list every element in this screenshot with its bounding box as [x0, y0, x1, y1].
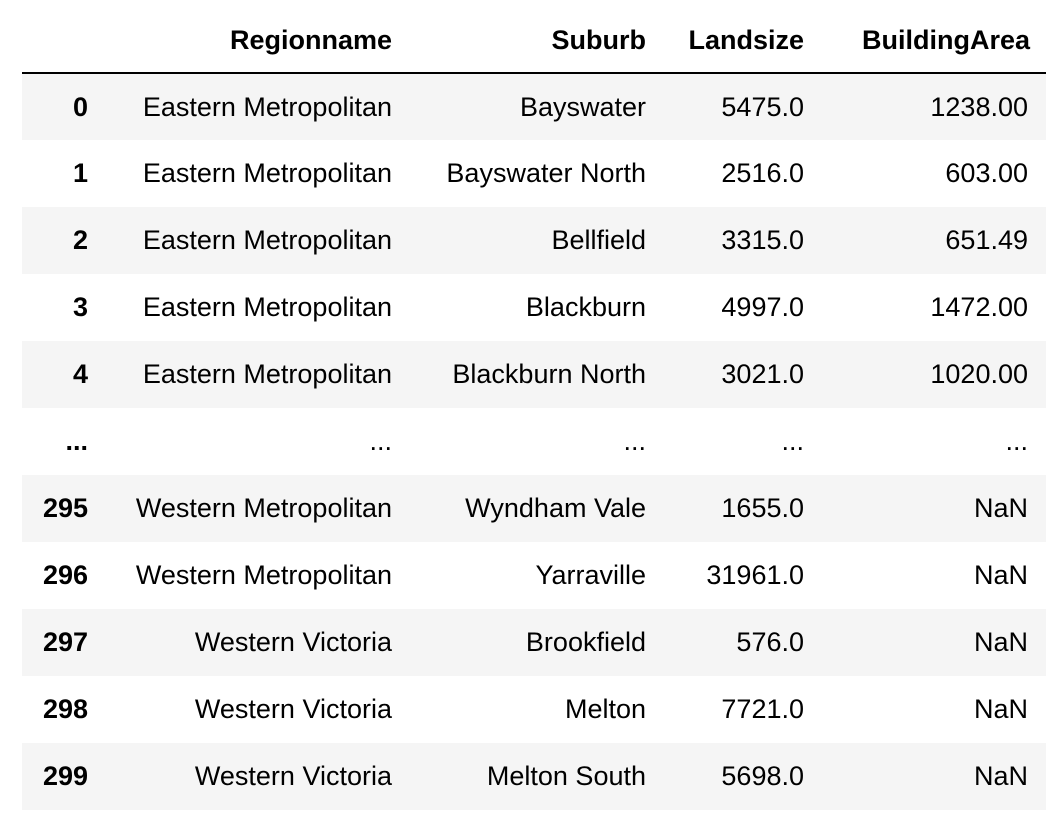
- row-index: 295: [42, 493, 88, 523]
- table-row: 298 Western Victoria Melton 7721.0 NaN: [22, 676, 1046, 743]
- table-row: 296 Western Metropolitan Yarraville 3196…: [22, 542, 1046, 609]
- row-index: 2: [72, 225, 88, 255]
- cell-buildingarea: 603.00: [945, 158, 1028, 188]
- ellipsis-row: ... ... ... ... ...: [22, 408, 1046, 475]
- cell-suburb: Melton South: [486, 761, 646, 791]
- row-index: 0: [72, 91, 88, 122]
- table-row: 299 Western Victoria Melton South 5698.0…: [22, 743, 1046, 810]
- cell-regionname: Western Victoria: [194, 627, 392, 657]
- cell-regionname: Western Victoria: [194, 761, 392, 791]
- cell-buildingarea: ...: [1005, 426, 1028, 456]
- row-index: 3: [72, 292, 88, 322]
- cell-regionname: Eastern Metropolitan: [142, 292, 392, 322]
- cell-suburb: Melton: [564, 694, 646, 724]
- cell-buildingarea: 1238.00: [930, 91, 1028, 122]
- cell-landsize: 5698.0: [721, 761, 804, 791]
- cell-buildingarea: 1472.00: [930, 292, 1028, 322]
- cell-regionname: Western Metropolitan: [135, 560, 392, 590]
- cell-buildingarea: NaN: [973, 627, 1028, 657]
- cell-buildingarea: NaN: [973, 493, 1028, 523]
- dataframe-table: Regionname Suburb Landsize BuildingArea …: [22, 8, 1046, 810]
- row-index: 4: [72, 359, 88, 389]
- cell-suburb: Bellfield: [551, 225, 646, 255]
- table-body: 0 Eastern Metropolitan Bayswater 5475.0 …: [22, 73, 1046, 810]
- cell-suburb: Wyndham Vale: [465, 493, 646, 523]
- cell-regionname: Eastern Metropolitan: [142, 158, 392, 188]
- cell-landsize: 3315.0: [721, 225, 804, 255]
- cell-buildingarea: 1020.00: [930, 359, 1028, 389]
- row-index: 298: [42, 694, 88, 724]
- table-row: 295 Western Metropolitan Wyndham Vale 16…: [22, 475, 1046, 542]
- column-header-landsize: Landsize: [662, 8, 820, 74]
- row-index: 296: [42, 560, 88, 590]
- cell-landsize: 576.0: [736, 627, 804, 657]
- row-index: 297: [42, 627, 88, 657]
- cell-suburb: Bayswater: [519, 91, 646, 122]
- cell-suburb: Brookfield: [525, 627, 646, 657]
- row-index: 299: [42, 761, 88, 791]
- cell-regionname: ...: [369, 426, 392, 456]
- cell-landsize: ...: [781, 426, 804, 456]
- cell-regionname: Eastern Metropolitan: [142, 225, 392, 255]
- cell-landsize: 31961.0: [706, 560, 804, 590]
- cell-buildingarea: NaN: [973, 560, 1028, 590]
- cell-suburb: ...: [623, 426, 646, 456]
- cell-regionname: Eastern Metropolitan: [142, 91, 392, 122]
- table-header: Regionname Suburb Landsize BuildingArea: [22, 8, 1046, 74]
- table-row: 297 Western Victoria Brookfield 576.0 Na…: [22, 609, 1046, 676]
- cell-buildingarea: NaN: [973, 694, 1028, 724]
- cell-regionname: Eastern Metropolitan: [142, 359, 392, 389]
- cell-suburb: Blackburn North: [452, 359, 646, 389]
- cell-buildingarea: 651.49: [945, 225, 1028, 255]
- table-row: 1 Eastern Metropolitan Bayswater North 2…: [22, 140, 1046, 207]
- column-header-regionname: Regionname: [100, 8, 408, 74]
- cell-regionname: Western Victoria: [194, 694, 392, 724]
- row-index: ...: [65, 426, 88, 456]
- cell-landsize: 4997.0: [721, 292, 804, 322]
- table-row: 0 Eastern Metropolitan Bayswater 5475.0 …: [22, 73, 1046, 140]
- table-row: 2 Eastern Metropolitan Bellfield 3315.0 …: [22, 207, 1046, 274]
- header-row: Regionname Suburb Landsize BuildingArea: [22, 8, 1046, 74]
- index-column-header: [22, 8, 100, 74]
- cell-buildingarea: NaN: [973, 761, 1028, 791]
- cell-landsize: 1655.0: [721, 493, 804, 523]
- table-row: 3 Eastern Metropolitan Blackburn 4997.0 …: [22, 274, 1046, 341]
- dataframe-output: Regionname Suburb Landsize BuildingArea …: [22, 8, 1046, 810]
- cell-suburb: Blackburn: [525, 292, 646, 322]
- row-index: 1: [72, 158, 88, 188]
- cell-suburb: Yarraville: [535, 560, 646, 590]
- cell-landsize: 5475.0: [721, 91, 804, 122]
- cell-suburb: Bayswater North: [446, 158, 646, 188]
- table-row: 4 Eastern Metropolitan Blackburn North 3…: [22, 341, 1046, 408]
- cell-landsize: 7721.0: [721, 694, 804, 724]
- cell-landsize: 2516.0: [721, 158, 804, 188]
- column-header-suburb: Suburb: [408, 8, 662, 74]
- cell-regionname: Western Metropolitan: [135, 493, 392, 523]
- cell-landsize: 3021.0: [721, 359, 804, 389]
- column-header-buildingarea: BuildingArea: [820, 8, 1046, 74]
